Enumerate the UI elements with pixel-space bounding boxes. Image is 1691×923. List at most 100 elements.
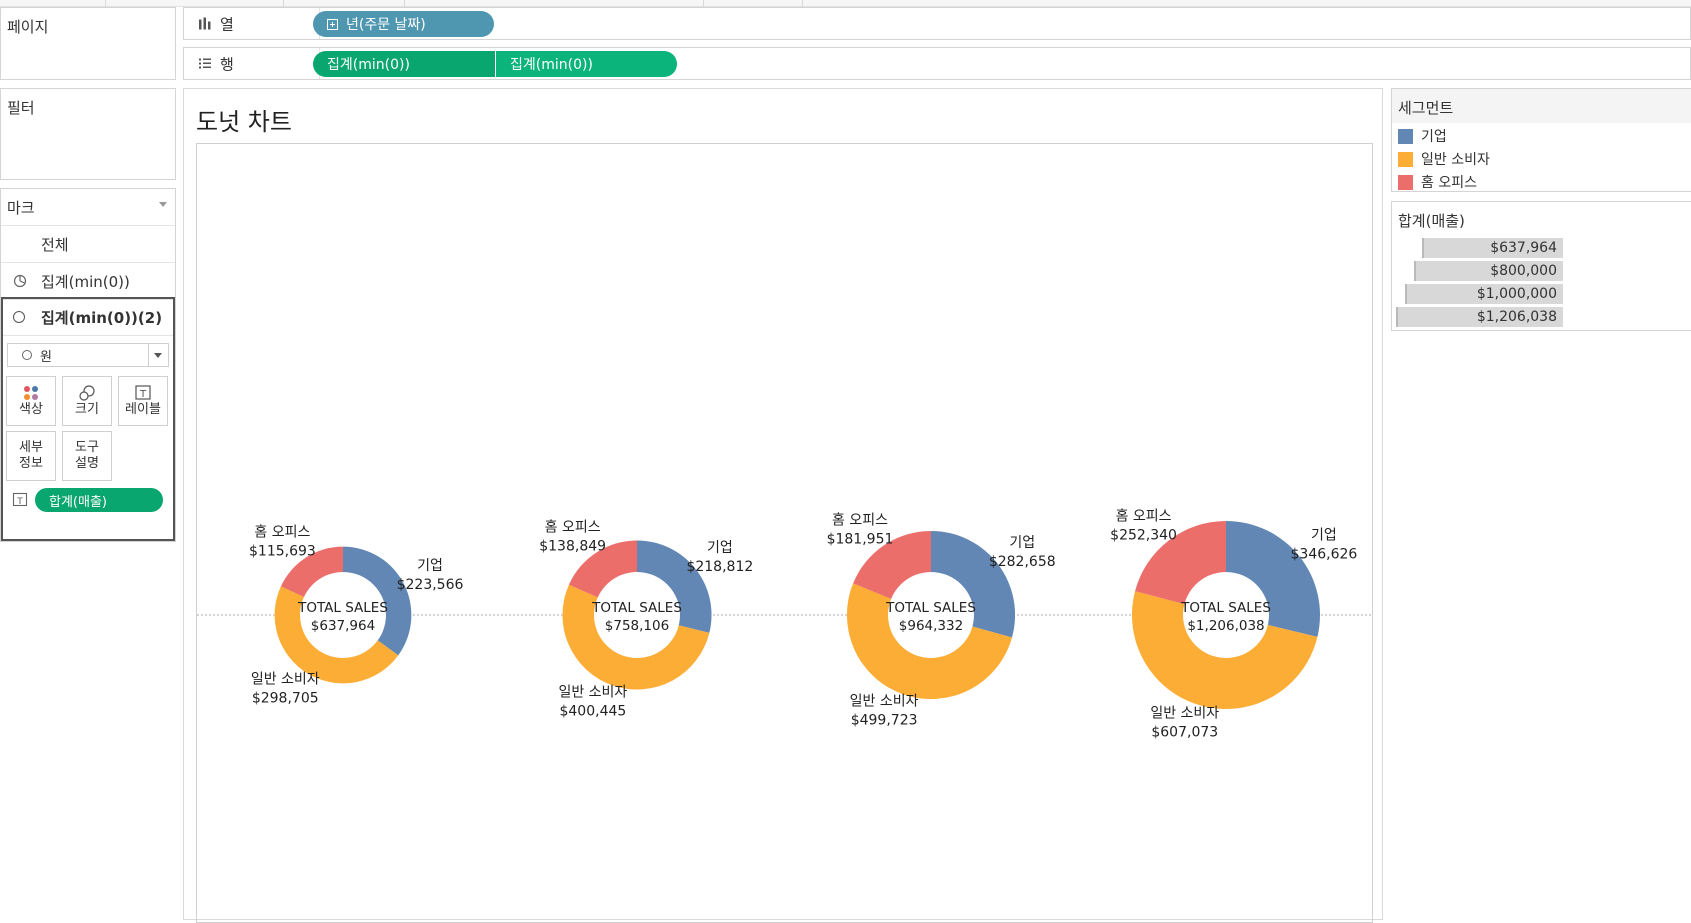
rows-pill-2[interactable]: 집계(min(0)) <box>496 51 677 77</box>
slice-label-name: 일반 소비자 <box>251 671 320 687</box>
size-legend-item: $1,206,038 <box>1396 307 1563 327</box>
filters-shelf-title: 필터 <box>7 99 35 117</box>
legend-item-label: 일반 소비자 <box>1421 152 1490 168</box>
chart-title: 도넛 차트 <box>196 108 292 136</box>
columns-pill-label: 년(주문 날짜) <box>346 17 426 33</box>
size-legend-title: 합계(매출) <box>1398 212 1465 230</box>
size-legend[interactable]: 합계(매출) $637,964 $800,000 $1,000,000 $1,2… <box>1391 201 1691 331</box>
donut-hole[interactable] <box>300 572 386 658</box>
marks-tab-agg1[interactable]: 집계(min(0)) <box>1 263 175 300</box>
slice-label-value: $282,658 <box>989 554 1056 570</box>
segment-legend-title: 세그먼트 <box>1398 99 1454 117</box>
slice-label-name: 일반 소비자 <box>558 684 627 700</box>
filters-shelf[interactable]: 필터 <box>0 88 176 180</box>
donut-center-label: TOTAL SALES <box>885 600 976 616</box>
color-button[interactable]: 색상 <box>6 376 56 426</box>
rows-icon <box>199 58 211 69</box>
slice-label-value: $115,693 <box>249 543 316 559</box>
segment-legend-header <box>1392 89 1691 123</box>
slice-label-value: $223,566 <box>397 577 464 593</box>
svg-text:T: T <box>139 389 147 400</box>
slice-label-value: $499,723 <box>851 713 918 729</box>
label-field-icon: T <box>12 492 28 507</box>
rows-shelf[interactable]: 행 집계(min(0)) 집계(min(0)) <box>183 47 1691 80</box>
label-button-label: 레이블 <box>125 402 161 417</box>
detail-button-label: 세부 정보 <box>19 440 43 471</box>
legend-item-home-office[interactable]: 홈 오피스 <box>1398 172 1477 192</box>
slice-label-value: $218,812 <box>686 559 753 575</box>
pages-shelf-title: 페이지 <box>7 18 49 36</box>
slice-label-value: $400,445 <box>559 703 626 719</box>
tooltip-button-label: 도구 설명 <box>75 440 99 471</box>
legend-swatch <box>1398 174 1413 190</box>
size-button-label: 크기 <box>75 402 99 417</box>
mark-type-select[interactable]: 원 <box>7 343 169 367</box>
size-legend-item: $800,000 <box>1414 261 1563 281</box>
pages-shelf[interactable]: 페이지 <box>0 7 176 80</box>
pie-icon <box>13 274 27 288</box>
slice-label-name: 일반 소비자 <box>1150 706 1219 722</box>
donut-center-total: $1,206,038 <box>1187 618 1264 634</box>
slice-label-value: $138,849 <box>539 538 606 554</box>
marks-tab-agg2-label: 집계(min(0))(2) <box>41 308 163 327</box>
slice-label-name: 기업 <box>1311 528 1337 544</box>
size-legend-item: $1,000,000 <box>1405 284 1563 304</box>
mark-type-value: 원 <box>40 349 52 365</box>
color-icon <box>24 386 38 400</box>
chevron-down-icon[interactable] <box>159 202 167 207</box>
donut-hole[interactable] <box>888 572 974 658</box>
slice-label-name: 홈 오피스 <box>1116 508 1172 524</box>
slice-label-value: $252,340 <box>1110 527 1177 543</box>
columns-pill-year[interactable]: 년(주문 날짜) <box>313 11 494 37</box>
marks-card: 마크 전체 집계(min(0)) 집계(min(0))(2) 원 <box>0 188 176 542</box>
marks-active-section: 집계(min(0))(2) 원 색상 크기 <box>1 297 175 541</box>
columns-shelf[interactable]: 열 년(주문 날짜) <box>183 7 1691 40</box>
marks-tab-all[interactable]: 전체 <box>1 226 175 263</box>
label-icon: T <box>135 385 151 400</box>
legend-item-label: 기업 <box>1421 129 1447 145</box>
columns-icon <box>199 17 211 30</box>
legend-swatch <box>1398 128 1413 144</box>
label-button[interactable]: T 레이블 <box>118 376 168 426</box>
columns-shelf-label: 열 <box>198 13 234 34</box>
marks-header[interactable]: 마크 <box>1 189 175 226</box>
slice-label-name: 홈 오피스 <box>254 524 310 540</box>
slice-label-value: $298,705 <box>252 690 319 706</box>
chart-area: 기업 $223,566 일반 소비자 $298,705 홈 오피스 $115,693 TOT… <box>196 143 1373 923</box>
segment-legend[interactable]: 세그먼트 기업 일반 소비자 홈 오피스 <box>1391 88 1691 192</box>
legend-item-label: 홈 오피스 <box>1421 175 1477 191</box>
donut-chart[interactable]: 기업 $223,566 일반 소비자 $298,705 홈 오피스 $115,693 TOT… <box>197 144 1372 922</box>
expand-icon[interactable] <box>327 18 338 30</box>
marks-tab-agg2[interactable]: 집계(min(0))(2) <box>3 299 173 336</box>
slice-label-name: 홈 오피스 <box>832 512 888 528</box>
slice-label-value: $607,073 <box>1151 725 1218 741</box>
color-button-label: 색상 <box>19 402 43 417</box>
donut-hole[interactable] <box>1183 572 1269 658</box>
tooltip-button[interactable]: 도구 설명 <box>62 431 112 481</box>
top-toolbar-strip <box>0 0 1691 7</box>
donut-hole[interactable] <box>594 572 680 658</box>
rows-label-text: 행 <box>220 55 234 73</box>
chevron-down-icon <box>154 353 162 358</box>
donut-center-label: TOTAL SALES <box>1180 600 1271 616</box>
columns-label-text: 열 <box>220 15 234 33</box>
legend-item-consumer[interactable]: 일반 소비자 <box>1398 149 1490 169</box>
rows-pill-1[interactable]: 집계(min(0)) <box>313 51 495 77</box>
view-panel: 도넛 차트 기업 $223,566 일반 소비자 $298,705 홈 오피스 $115,… <box>183 88 1383 923</box>
legend-item-corporate[interactable]: 기업 <box>1398 126 1447 146</box>
donut-center-label: TOTAL SALES <box>297 600 388 616</box>
donut-center-total: $964,332 <box>899 618 963 634</box>
circle-icon <box>13 311 25 323</box>
donut-center-label: TOTAL SALES <box>591 600 682 616</box>
slice-label-name: 기업 <box>1009 535 1035 551</box>
mark-type-dropdown[interactable] <box>148 344 168 366</box>
marks-tab-agg1-label: 집계(min(0)) <box>41 272 130 291</box>
size-button[interactable]: 크기 <box>62 376 112 426</box>
donut-center-total: $758,106 <box>605 618 669 634</box>
legend-swatch <box>1398 151 1413 167</box>
marks-tab-all-label: 전체 <box>41 235 69 254</box>
slice-label-value: $181,951 <box>827 531 894 547</box>
label-field-pill[interactable]: 합계(매출) <box>35 488 163 512</box>
detail-button[interactable]: 세부 정보 <box>6 431 56 481</box>
slice-label-value: $346,626 <box>1291 547 1358 563</box>
